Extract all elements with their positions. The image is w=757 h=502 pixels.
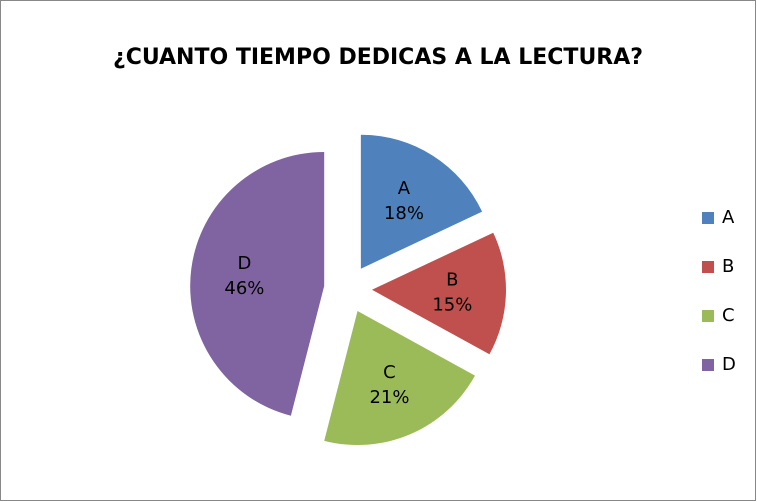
pie-slice: [360, 134, 483, 269]
legend-label: C: [722, 305, 735, 326]
slice-category-label: B: [446, 269, 458, 290]
legend-swatch: [702, 212, 714, 224]
slice-value-label: 21%: [369, 387, 409, 408]
pie-slice: [371, 232, 506, 355]
slice-category-label: C: [383, 362, 396, 383]
legend-label: A: [722, 207, 735, 228]
slice-value-label: 18%: [384, 203, 424, 224]
legend-label: B: [722, 256, 734, 277]
slice-value-label: 46%: [224, 278, 264, 299]
legend-label: D: [722, 354, 736, 375]
slice-category-label: D: [237, 253, 251, 274]
legend-swatch: [702, 359, 714, 371]
slice-value-label: 15%: [432, 294, 472, 315]
pie-slice: [190, 151, 325, 416]
pie-slice: [324, 311, 475, 446]
legend-swatch: [702, 310, 714, 322]
chart-title: ¿CUANTO TIEMPO DEDICAS A LA LECTURA?: [113, 45, 643, 70]
legend-swatch: [702, 261, 714, 273]
slice-category-label: A: [398, 178, 411, 199]
